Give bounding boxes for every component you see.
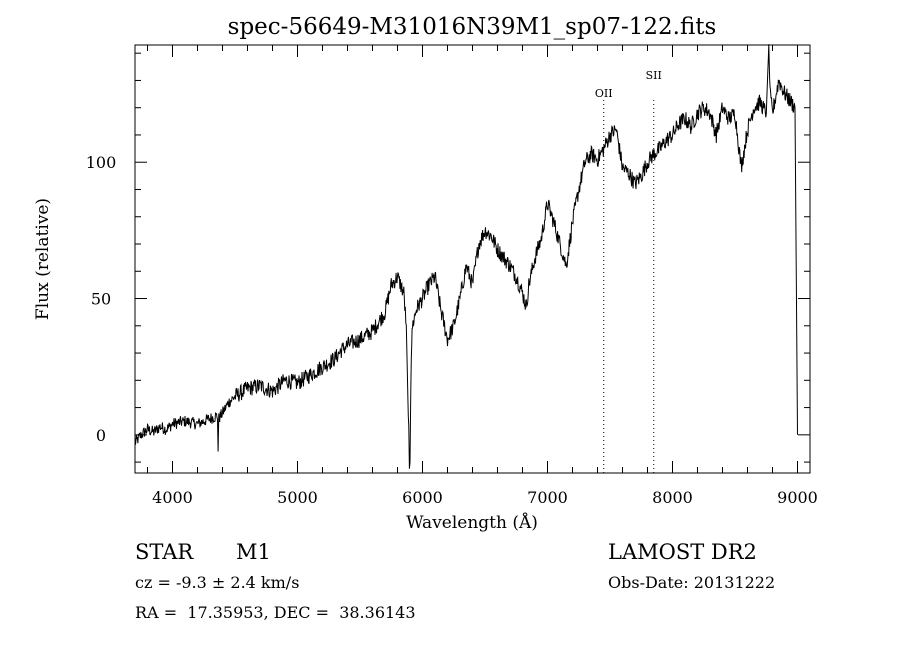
x-tick-label: 5000 [277,488,318,507]
obs-date: Obs-Date: 20131222 [608,573,776,592]
x-tick-label: 4000 [152,488,193,507]
object-class: STAR [135,540,194,564]
axis-ticks [135,45,810,473]
spectrum-line [134,44,798,469]
line-markers: OII SII [595,69,662,473]
x-tick-label: 7000 [527,488,568,507]
y-tick-label: 50 [91,290,111,309]
x-tick-label: 9000 [777,488,818,507]
x-tick-label: 6000 [402,488,443,507]
plot-frame [134,44,811,474]
object-subclass: M1 [236,540,271,564]
x-tick-label: 8000 [652,488,693,507]
marker-label-oii: OII [595,87,613,100]
cz-value: cz = -9.3 ± 2.4 km/s [135,573,300,592]
y-tick-label: 0 [96,426,106,445]
marker-label-sii: SII [646,69,662,82]
y-axis-label: Flux (relative) [33,198,53,320]
survey-name: LAMOST DR2 [608,540,757,564]
coordinates: RA = 17.35953, DEC = 38.36143 [135,603,416,622]
tick-labels: 4000 5000 6000 7000 8000 9000 0 50 100 [86,153,818,507]
y-tick-label: 100 [86,153,117,172]
x-axis-label: Wavelength (Å) [406,512,538,533]
chart-title: spec-56649-M31016N39M1_sp07-122.fits [228,14,717,40]
